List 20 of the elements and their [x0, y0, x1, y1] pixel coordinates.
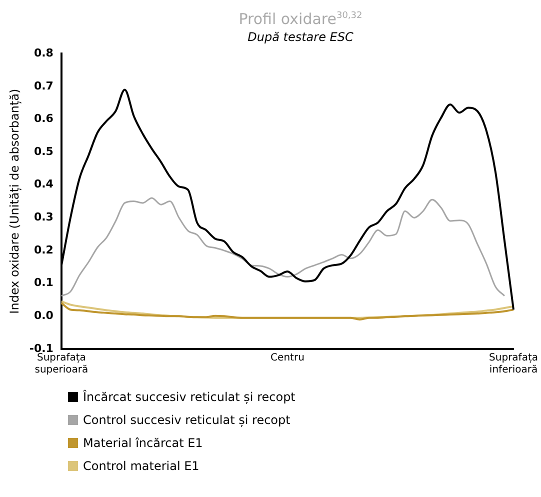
chart-title: Profil oxidare$^{30,32}$ [238, 10, 364, 28]
y-tick-label: 0.8 [34, 46, 54, 60]
y-tick-label: 0.0 [34, 309, 54, 322]
legend-label: Material încărcat E1 [83, 436, 203, 450]
y-tick-label: 0.1 [34, 276, 54, 290]
y-tick-label: 0.7 [34, 79, 54, 92]
x-tick-label: Suprafața superioară [34, 352, 88, 376]
chart-subtitle: După testare ESC [246, 30, 354, 44]
y-axis-title: Index oxidare (Unități de absorbanță) [7, 88, 22, 314]
y-tick-label: 0.6 [34, 112, 54, 126]
y-tick-label: 0.3 [34, 210, 54, 224]
y-tick-label: 0.4 [34, 178, 54, 191]
line-series [60, 197, 506, 297]
y-tick-label: 0.2 [34, 243, 54, 256]
legend-label: Control material E1 [83, 458, 200, 472]
legend-label: Control succesiv reticulat și recopt [83, 412, 290, 426]
x-tick-label: Centru [270, 352, 304, 364]
x-tick-label: Suprafața inferioară [489, 352, 538, 376]
legend-label: Încărcat succesiv reticulat și recopt [83, 390, 296, 404]
y-tick-label: 0.5 [34, 144, 54, 158]
